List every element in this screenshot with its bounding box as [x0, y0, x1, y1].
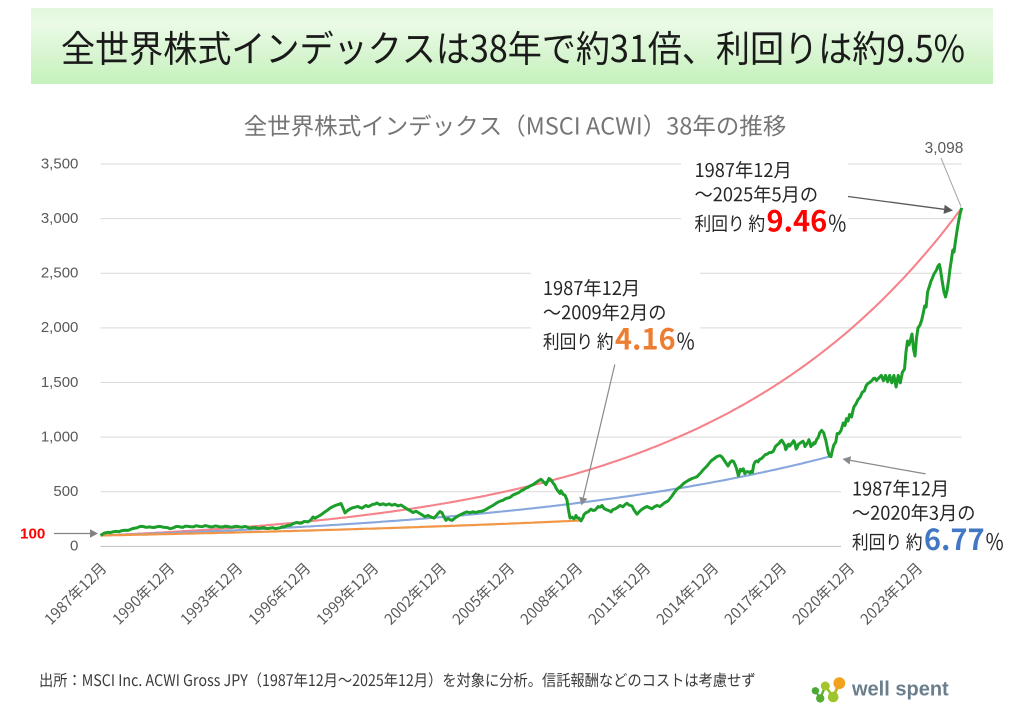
svg-text:500: 500 — [53, 483, 78, 500]
svg-text:100: 100 — [20, 526, 45, 543]
svg-text:1,500: 1,500 — [41, 374, 79, 391]
svg-text:3,098: 3,098 — [925, 140, 964, 157]
svg-text:3,500: 3,500 — [41, 155, 79, 172]
svg-text:2,500: 2,500 — [41, 265, 79, 282]
svg-text:1,000: 1,000 — [41, 429, 79, 446]
svg-text:2,000: 2,000 — [41, 319, 79, 336]
svg-text:well spent: well spent — [851, 679, 949, 701]
svg-text:0: 0 — [70, 538, 78, 555]
svg-text:3,000: 3,000 — [41, 210, 79, 227]
